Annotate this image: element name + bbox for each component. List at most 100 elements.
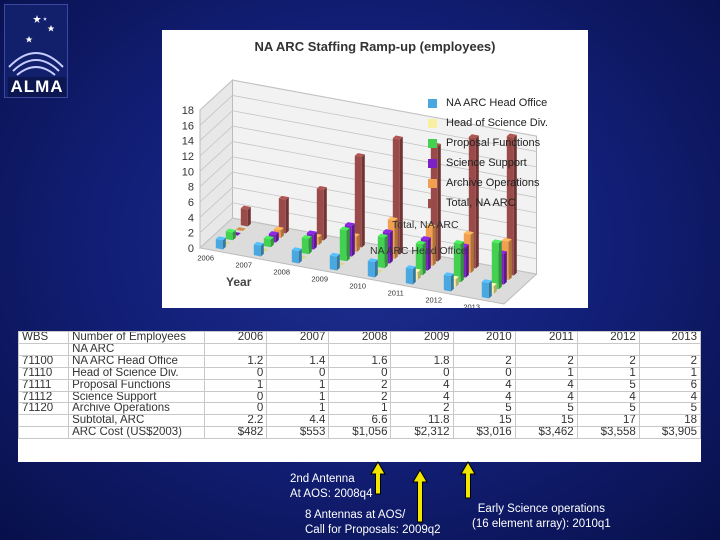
bar-face <box>453 242 461 283</box>
y-tick-label: 2 <box>188 228 194 240</box>
table-cell: 0 <box>266 366 330 380</box>
bar-face <box>298 248 302 264</box>
bar <box>240 205 251 227</box>
annotation-8-antennas: 8 Antennas at AOS/ Call for Proposals: 2… <box>305 509 441 536</box>
table-cell: 1.6 <box>328 354 392 368</box>
legend-item: Proposal Functions <box>428 133 548 153</box>
bar-face <box>501 237 512 242</box>
table-header-cell: Number of Employees <box>68 331 206 344</box>
gridline <box>199 95 537 152</box>
bar-face <box>285 197 289 234</box>
bar-face <box>415 243 423 276</box>
bar-face <box>354 153 365 157</box>
table-cell: $482 <box>204 426 268 440</box>
table-cell: 1 <box>328 402 392 416</box>
bar-face <box>329 255 337 271</box>
legend-label: NA ARC Head Office <box>446 97 548 109</box>
bar <box>491 239 502 290</box>
table-row: Subtotal, ARC 2.2 4.4 6.6 11.8 15 15 17 18 <box>17 414 702 428</box>
bar-face <box>253 244 261 257</box>
table-cell: 6.6 <box>328 414 392 428</box>
bar <box>253 241 264 257</box>
table-cell: 2 <box>452 354 516 368</box>
table-header-cell: WBS <box>17 331 70 344</box>
bar-face <box>506 133 517 138</box>
bar-face <box>273 226 284 231</box>
bar <box>235 227 246 232</box>
bar-face <box>316 185 327 190</box>
table-cell: $3,905 <box>638 426 702 440</box>
bar-face <box>268 231 279 235</box>
bar-face <box>455 276 459 287</box>
bar-face <box>427 237 431 271</box>
bar-face <box>493 283 497 294</box>
table-cell: 5 <box>452 402 516 416</box>
table-cell <box>328 342 392 356</box>
table-row: 71100 NA ARC Head Office 1.2 1.4 1.6 1.8 2 2 2 2 <box>17 354 702 368</box>
table-cell: $1,056 <box>328 426 392 440</box>
table-cell <box>576 342 640 356</box>
table-cell: 1.8 <box>390 354 454 368</box>
bar-face <box>367 260 375 278</box>
chart-panel: NA ARC Staffing Ramp-up (employees) 0 2 4 6… <box>162 30 588 308</box>
bar-face <box>491 241 499 290</box>
bar <box>453 240 464 283</box>
bar-face <box>463 230 474 235</box>
table-cell: 4.4 <box>266 414 330 428</box>
table-cell: 2 <box>328 378 392 392</box>
table-cell: 0 <box>204 402 268 416</box>
bar-face <box>263 235 274 240</box>
table-header-cell: 2011 <box>514 331 578 344</box>
arc-icon <box>12 59 60 72</box>
legend-swatch <box>428 198 437 208</box>
table-row: ARC Cost (US$2003) $482 $553 $1,056 $2,312 $3… <box>17 426 702 440</box>
bar-face <box>291 247 302 252</box>
table-cell <box>17 342 70 356</box>
table-cell: 1.2 <box>204 354 268 368</box>
bar <box>367 258 378 278</box>
bar-face <box>240 208 248 227</box>
bar-face <box>291 249 299 264</box>
legend-label: Total, NA ARC <box>446 197 516 209</box>
legend-swatch <box>428 98 437 108</box>
bar-face <box>313 231 317 250</box>
bar <box>291 247 302 264</box>
arrow-icon <box>460 461 476 499</box>
table-cell: 71112 <box>17 390 70 404</box>
bar-face <box>260 243 264 257</box>
legend-swatch <box>428 178 437 188</box>
table-cell: 2 <box>328 390 392 404</box>
bar-face <box>481 281 489 299</box>
logo-text: ALMA <box>8 77 66 97</box>
table-header-cell: 2012 <box>576 331 640 344</box>
bar <box>481 279 492 299</box>
chart-title: NA ARC Staffing Ramp-up (employees) <box>254 39 496 54</box>
bar <box>377 233 388 269</box>
bar-face <box>215 236 226 241</box>
table-header-cell: 2008 <box>328 331 392 344</box>
y-tick-label: 0 <box>188 243 194 255</box>
gridline <box>199 79 537 137</box>
bar-face <box>405 267 413 285</box>
bar-face <box>361 154 365 248</box>
table-cell: 1.4 <box>266 354 330 368</box>
table-cell: 15 <box>452 414 516 428</box>
table-cell: 18 <box>638 414 702 428</box>
table-cell: 4 <box>514 390 578 404</box>
bar <box>301 235 312 255</box>
arc-icon <box>16 66 56 76</box>
x-tick-label: 2010 <box>349 281 366 290</box>
bar-face <box>443 272 454 277</box>
table-header-cell: 2009 <box>390 331 454 344</box>
y-tick-label: 6 <box>188 197 194 209</box>
bar <box>443 272 454 292</box>
bar-face <box>225 231 233 241</box>
table-cell <box>638 342 702 356</box>
annotation-2nd-antenna: 2nd Antenna At AOS: 2008q4 <box>290 473 373 500</box>
bar-face <box>351 223 355 257</box>
table-cell <box>266 342 330 356</box>
bar-face <box>508 239 512 281</box>
bar-face <box>344 222 355 226</box>
bar-face <box>329 252 340 257</box>
table-cell: $3,016 <box>452 426 516 440</box>
